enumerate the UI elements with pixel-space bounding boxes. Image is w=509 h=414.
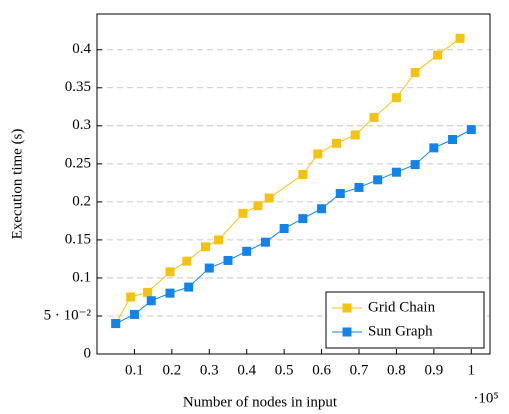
- data-point: [165, 267, 175, 277]
- data-point: [165, 288, 175, 298]
- data-point: [391, 167, 401, 177]
- y-axis-label: Execution time (s): [9, 129, 25, 240]
- x-tick-label: 0.2: [162, 362, 181, 378]
- data-point: [350, 130, 360, 140]
- x-tick-label: 1: [468, 362, 476, 378]
- data-point: [433, 50, 443, 60]
- data-point: [448, 135, 458, 145]
- y-tick-label: 0.3: [72, 117, 91, 133]
- data-point: [201, 242, 211, 252]
- x-axis-label: Number of nodes in input: [183, 394, 338, 410]
- data-point: [111, 319, 121, 329]
- data-point: [298, 214, 308, 224]
- y-tick-label: 0.4: [72, 41, 91, 57]
- y-tick-label: 0.35: [65, 79, 91, 95]
- legend-label: Grid Chain: [368, 299, 436, 315]
- plot-frame: [96, 13, 491, 355]
- data-point: [429, 143, 439, 153]
- data-point: [214, 235, 224, 245]
- x-tick-label: 0.5: [275, 362, 294, 378]
- data-point: [391, 93, 401, 103]
- data-point: [143, 287, 153, 297]
- data-point: [129, 309, 139, 319]
- data-point: [242, 246, 252, 256]
- data-point: [317, 204, 327, 214]
- data-point: [410, 160, 420, 170]
- data-point: [204, 263, 214, 273]
- y-tick-label: 0.2: [72, 193, 91, 209]
- data-point: [313, 149, 323, 159]
- x-tick-label: 0.3: [200, 362, 219, 378]
- data-point: [264, 193, 274, 203]
- data-point: [146, 296, 156, 306]
- data-point: [126, 292, 136, 302]
- data-point: [279, 223, 289, 233]
- x-tick-label: 0.8: [387, 362, 406, 378]
- y-tick-label: 0.15: [65, 231, 91, 247]
- legend-marker: [342, 327, 352, 337]
- legend-box: [325, 291, 485, 349]
- series-line: [115, 37, 461, 324]
- data-point: [223, 255, 233, 265]
- data-point: [466, 125, 476, 135]
- legend-marker: [342, 303, 352, 313]
- data-point: [184, 282, 194, 292]
- data-point: [410, 68, 420, 78]
- x-tick-label: 0.4: [237, 362, 256, 378]
- y-tick-label: 5 · 10⁻²: [44, 307, 92, 323]
- data-point: [332, 138, 342, 148]
- data-point: [253, 201, 263, 211]
- y-tick-label: 0: [84, 345, 92, 361]
- x-tick-label: 0.1: [125, 362, 144, 378]
- x-tick-label: 0.9: [424, 362, 443, 378]
- x-tick-label: 0.6: [312, 362, 331, 378]
- y-tick-label: 0.25: [65, 155, 91, 171]
- legend-label: Sun Graph: [368, 323, 433, 339]
- data-point: [298, 169, 308, 179]
- data-point: [369, 112, 379, 122]
- data-point: [260, 237, 270, 247]
- x-multiplier: ·10⁵: [473, 390, 498, 406]
- data-point: [335, 189, 345, 199]
- data-point: [373, 175, 383, 185]
- data-point: [455, 33, 465, 43]
- data-point: [182, 256, 192, 266]
- data-point: [238, 208, 248, 218]
- x-tick-label: 0.7: [350, 362, 369, 378]
- y-tick-label: 0.1: [72, 269, 91, 285]
- data-point: [354, 182, 364, 192]
